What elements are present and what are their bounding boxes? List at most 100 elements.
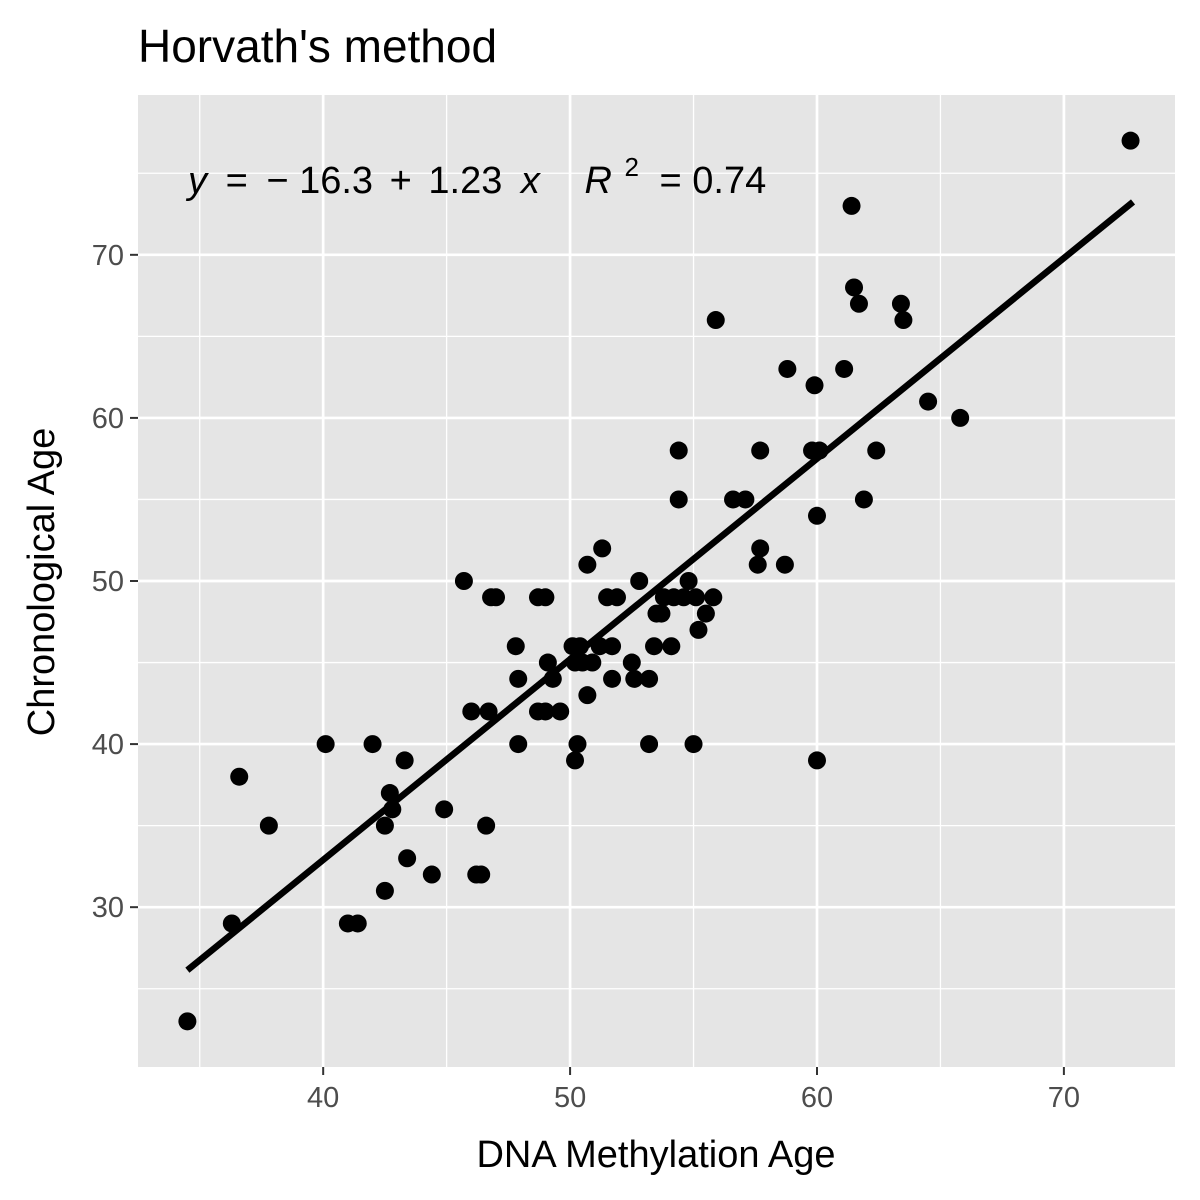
data-point xyxy=(578,686,597,705)
eq-r-exponent: 2 xyxy=(624,152,638,182)
data-point xyxy=(479,702,498,721)
major-gridlines xyxy=(138,95,1175,1067)
data-point xyxy=(259,816,278,835)
data-points xyxy=(178,131,1140,1031)
data-point xyxy=(854,490,873,509)
eq-r-value: = 0.74 xyxy=(660,160,767,202)
data-point xyxy=(894,311,913,330)
data-point xyxy=(454,572,473,590)
data-point xyxy=(724,490,743,509)
eq-x-var: x xyxy=(519,160,542,202)
data-point xyxy=(230,767,249,786)
data-point xyxy=(684,735,703,754)
data-point xyxy=(622,653,641,672)
data-point xyxy=(583,653,602,672)
data-point xyxy=(652,604,671,623)
data-point xyxy=(704,588,723,607)
data-point xyxy=(669,441,688,460)
data-point xyxy=(748,555,767,574)
data-point xyxy=(316,735,335,754)
data-point xyxy=(593,539,612,558)
data-point xyxy=(607,588,626,607)
data-point xyxy=(348,914,367,933)
data-point xyxy=(951,408,970,427)
data-point xyxy=(538,653,557,672)
data-point xyxy=(568,735,587,754)
data-point xyxy=(566,751,585,770)
data-point xyxy=(689,620,708,639)
regression-line-group xyxy=(185,199,1136,973)
data-point xyxy=(603,669,622,688)
data-point xyxy=(509,669,528,688)
regression-equation: y = − 16.3 + 1.23 x R 2 = 0.74 xyxy=(185,143,766,202)
eq-intercept: − 16.3 xyxy=(266,160,373,202)
data-point xyxy=(178,1012,197,1031)
y-axis-title: Chronological Age xyxy=(21,428,63,736)
data-point xyxy=(645,637,664,656)
data-point xyxy=(1121,131,1140,150)
data-point xyxy=(849,294,868,313)
data-point xyxy=(736,490,755,509)
data-point xyxy=(867,441,886,460)
y-tick-label: 70 xyxy=(92,240,124,272)
eq-r-label: R xyxy=(584,160,611,202)
data-point xyxy=(551,702,570,721)
y-tick-label: 30 xyxy=(92,892,124,924)
data-point xyxy=(398,849,417,868)
chart-title: Horvath's method xyxy=(138,20,497,72)
eq-plus: + xyxy=(390,160,412,202)
data-point xyxy=(375,816,394,835)
x-tick-label: 40 xyxy=(307,1082,339,1114)
regression-line xyxy=(185,199,1136,973)
data-point xyxy=(506,637,525,656)
data-point xyxy=(706,311,725,330)
data-point xyxy=(751,539,770,558)
data-point xyxy=(662,637,681,656)
data-point xyxy=(842,196,861,215)
data-point xyxy=(778,359,797,378)
y-tick-label: 50 xyxy=(92,566,124,598)
data-point xyxy=(380,784,399,803)
data-point xyxy=(375,881,394,900)
x-tick-label: 60 xyxy=(801,1082,833,1114)
eq-equals: = xyxy=(226,160,248,202)
data-point xyxy=(509,735,528,754)
x-tick-label: 50 xyxy=(554,1082,586,1114)
y-tick-label: 40 xyxy=(92,729,124,761)
data-point xyxy=(669,490,688,509)
data-point xyxy=(603,637,622,656)
data-point xyxy=(477,816,496,835)
y-tick-label: 60 xyxy=(92,403,124,435)
eq-slope: 1.23 xyxy=(428,160,502,202)
data-point xyxy=(845,278,864,297)
x-axis-title: DNA Methylation Age xyxy=(476,1134,835,1176)
x-tick-label: 70 xyxy=(1048,1082,1080,1114)
data-point xyxy=(687,588,706,607)
data-point xyxy=(640,669,659,688)
data-point xyxy=(462,702,481,721)
data-point xyxy=(696,604,715,623)
data-point xyxy=(807,506,826,525)
data-point xyxy=(805,376,824,395)
data-point xyxy=(578,555,597,574)
data-point xyxy=(674,588,693,607)
data-point xyxy=(422,865,441,884)
data-point xyxy=(487,588,506,607)
eq-y-var: y xyxy=(185,160,209,202)
data-point xyxy=(625,669,644,688)
data-point xyxy=(919,392,938,411)
data-point xyxy=(751,441,770,460)
data-point xyxy=(679,572,698,590)
data-point xyxy=(435,800,454,819)
data-point xyxy=(835,359,854,378)
data-point xyxy=(807,751,826,770)
data-point xyxy=(536,588,555,607)
axis-ticks: 40 50 60 70 30 40 50 60 70 xyxy=(92,240,1080,1114)
data-point xyxy=(640,735,659,754)
data-point xyxy=(536,702,555,721)
data-point xyxy=(775,555,794,574)
data-point xyxy=(472,865,491,884)
data-point xyxy=(891,294,910,313)
data-point xyxy=(363,735,382,754)
